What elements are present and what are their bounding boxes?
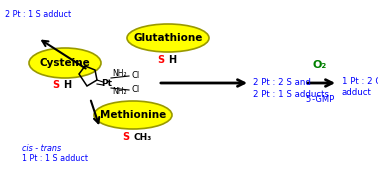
Text: O₂: O₂ [313, 60, 327, 70]
Text: CH₃: CH₃ [133, 132, 151, 142]
Text: Cl: Cl [131, 86, 139, 95]
Ellipse shape [29, 48, 101, 78]
Text: S: S [157, 55, 164, 65]
Text: Methionine: Methionine [100, 110, 166, 120]
Text: Pt: Pt [102, 79, 113, 88]
Text: 2 Pt : 2 S and: 2 Pt : 2 S and [253, 78, 311, 87]
Text: Cl: Cl [131, 71, 139, 81]
Text: Cysteine: Cysteine [40, 58, 90, 68]
Text: Glutathione: Glutathione [133, 33, 203, 43]
Text: adduct: adduct [342, 88, 372, 97]
Text: 2 Pt : 1 S adduct: 2 Pt : 1 S adduct [5, 10, 71, 19]
Text: H: H [63, 80, 71, 90]
Text: S: S [122, 132, 129, 142]
Text: NH₂: NH₂ [112, 69, 127, 79]
Text: S: S [52, 80, 59, 90]
Text: 1 Pt : 2 GMP: 1 Pt : 2 GMP [342, 77, 378, 86]
Text: 2 Pt : 1 S adducts: 2 Pt : 1 S adducts [253, 90, 329, 99]
Text: cis - trans: cis - trans [22, 144, 61, 153]
Text: 1 Pt : 1 S adduct: 1 Pt : 1 S adduct [22, 154, 88, 163]
Text: H: H [168, 55, 176, 65]
Text: 5′-GMP: 5′-GMP [305, 95, 335, 104]
Text: NH₂: NH₂ [112, 88, 127, 96]
Ellipse shape [127, 24, 209, 52]
Ellipse shape [94, 101, 172, 129]
